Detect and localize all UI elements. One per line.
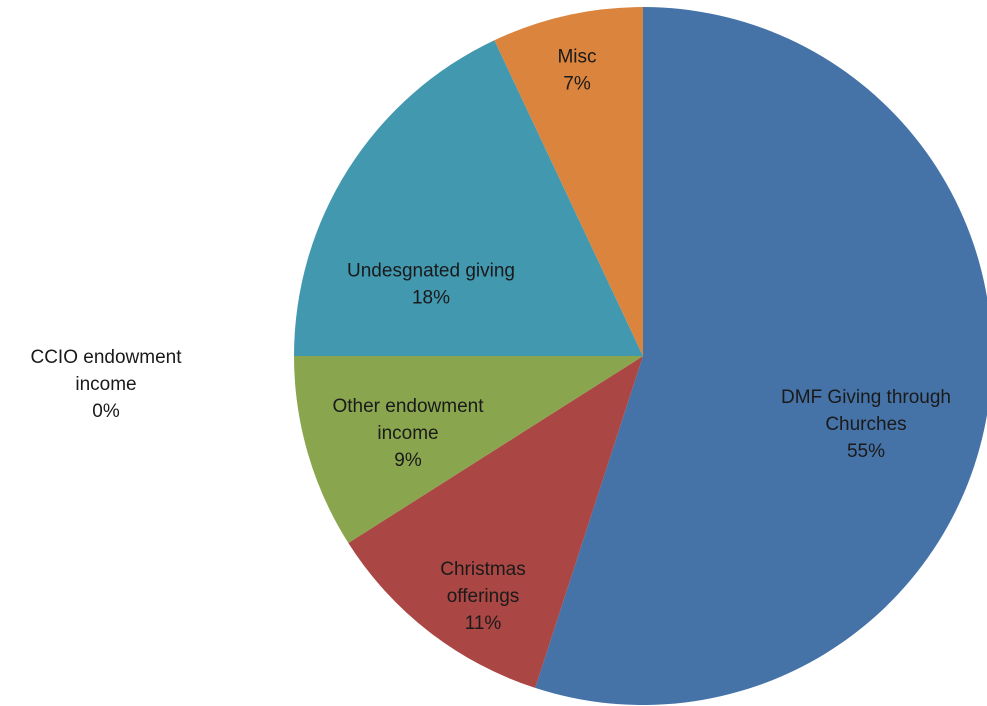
data-label-name: Other endowment	[332, 396, 484, 417]
data-label-ccio-endowment: CCIO endowment income 0%	[30, 347, 182, 422]
data-label-percent: 18%	[412, 288, 450, 309]
pie-slice-misc	[494, 7, 643, 356]
data-label-misc: Misc 7%	[557, 47, 596, 95]
data-label-name: Christmas	[440, 559, 526, 580]
data-label-name: income	[377, 423, 438, 444]
pie-data-labels: DMF Giving through Churches 55% Christmas of…	[30, 47, 951, 635]
pie-slice-undesignated	[294, 40, 643, 356]
data-label-undesignated: Undesgnated giving 18%	[347, 261, 515, 309]
data-label-dmf: DMF Giving through Churches 55%	[781, 387, 951, 462]
pie-slice-dmf	[535, 7, 987, 705]
pie-slice-christmas	[348, 356, 643, 688]
data-label-percent: 7%	[563, 74, 591, 95]
data-label-name: income	[75, 374, 136, 395]
data-label-other-endowment: Other endowment income 9%	[332, 396, 484, 471]
pie-slices	[294, 7, 987, 705]
data-label-name: offerings	[447, 586, 520, 607]
data-label-name: Undesgnated giving	[347, 261, 515, 282]
data-label-percent: 11%	[465, 613, 502, 634]
data-label-christmas: Christmas offerings 11%	[440, 559, 526, 634]
data-label-name: CCIO endowment	[30, 347, 182, 368]
data-label-percent: 55%	[847, 441, 885, 462]
data-label-name: Misc	[557, 47, 596, 68]
data-label-name: Churches	[825, 414, 906, 435]
data-label-percent: 9%	[394, 450, 422, 471]
data-label-percent: 0%	[92, 401, 120, 422]
data-label-name: DMF Giving through	[781, 387, 951, 408]
pie-slice-other-endowment	[294, 356, 643, 543]
